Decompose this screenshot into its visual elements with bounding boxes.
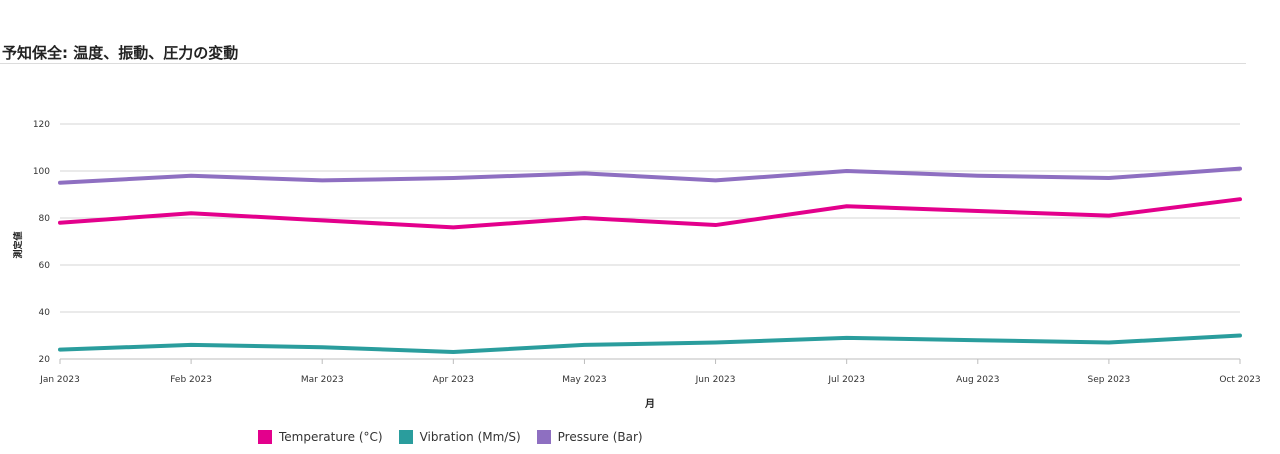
x-tick-label: Oct 2023 bbox=[1219, 375, 1260, 385]
legend-item[interactable]: Vibration (Mm/S) bbox=[398, 430, 521, 444]
legend-label: Pressure (Bar) bbox=[557, 430, 643, 444]
title-divider bbox=[0, 63, 1246, 64]
y-axis-label: 測定値 bbox=[12, 231, 24, 258]
x-tick-label: Sep 2023 bbox=[1088, 375, 1131, 385]
legend-label: Temperature (°C) bbox=[279, 430, 383, 444]
x-axis-label: 月 bbox=[644, 398, 655, 410]
x-tick-label: Feb 2023 bbox=[170, 375, 212, 385]
y-tick-label: 20 bbox=[39, 355, 51, 365]
x-tick-label: Mar 2023 bbox=[301, 375, 344, 385]
x-tick-label: Jun 2023 bbox=[695, 375, 736, 385]
y-tick-label: 100 bbox=[33, 167, 50, 177]
legend-item[interactable]: Temperature (°C) bbox=[258, 430, 383, 444]
chart-title: 予知保全: 温度、振動、圧力の変動 bbox=[2, 44, 239, 62]
y-tick-label: 80 bbox=[39, 214, 51, 224]
y-tick-label: 120 bbox=[33, 120, 50, 130]
series-line bbox=[58, 197, 1242, 230]
series-line bbox=[58, 166, 1242, 185]
series-line bbox=[58, 333, 1242, 354]
y-tick-label: 40 bbox=[39, 308, 51, 318]
x-tick-label: Aug 2023 bbox=[956, 375, 999, 385]
x-tick-label: Jul 2023 bbox=[827, 375, 865, 385]
grid-lines bbox=[60, 123, 1240, 360]
legend-swatch bbox=[258, 430, 272, 444]
x-tick-label: May 2023 bbox=[562, 375, 606, 385]
series-lines bbox=[58, 166, 1242, 354]
legend-item[interactable]: Pressure (Bar) bbox=[536, 430, 643, 444]
legend-swatch bbox=[536, 430, 551, 444]
chart-legend: Temperature (°C) Vibration (Mm/S) Pressure… bbox=[258, 430, 643, 444]
x-tick-label: Apr 2023 bbox=[433, 375, 474, 385]
x-tick-label: Jan 2023 bbox=[39, 375, 80, 385]
y-tick-label: 60 bbox=[39, 261, 51, 271]
axes: 20 40 60 80 100 120 Jan 2023 Feb 2023 Mar 2023 Ap… bbox=[33, 120, 1261, 385]
legend-label: Vibration (Mm/S) bbox=[419, 430, 521, 444]
legend-swatch bbox=[398, 430, 413, 444]
